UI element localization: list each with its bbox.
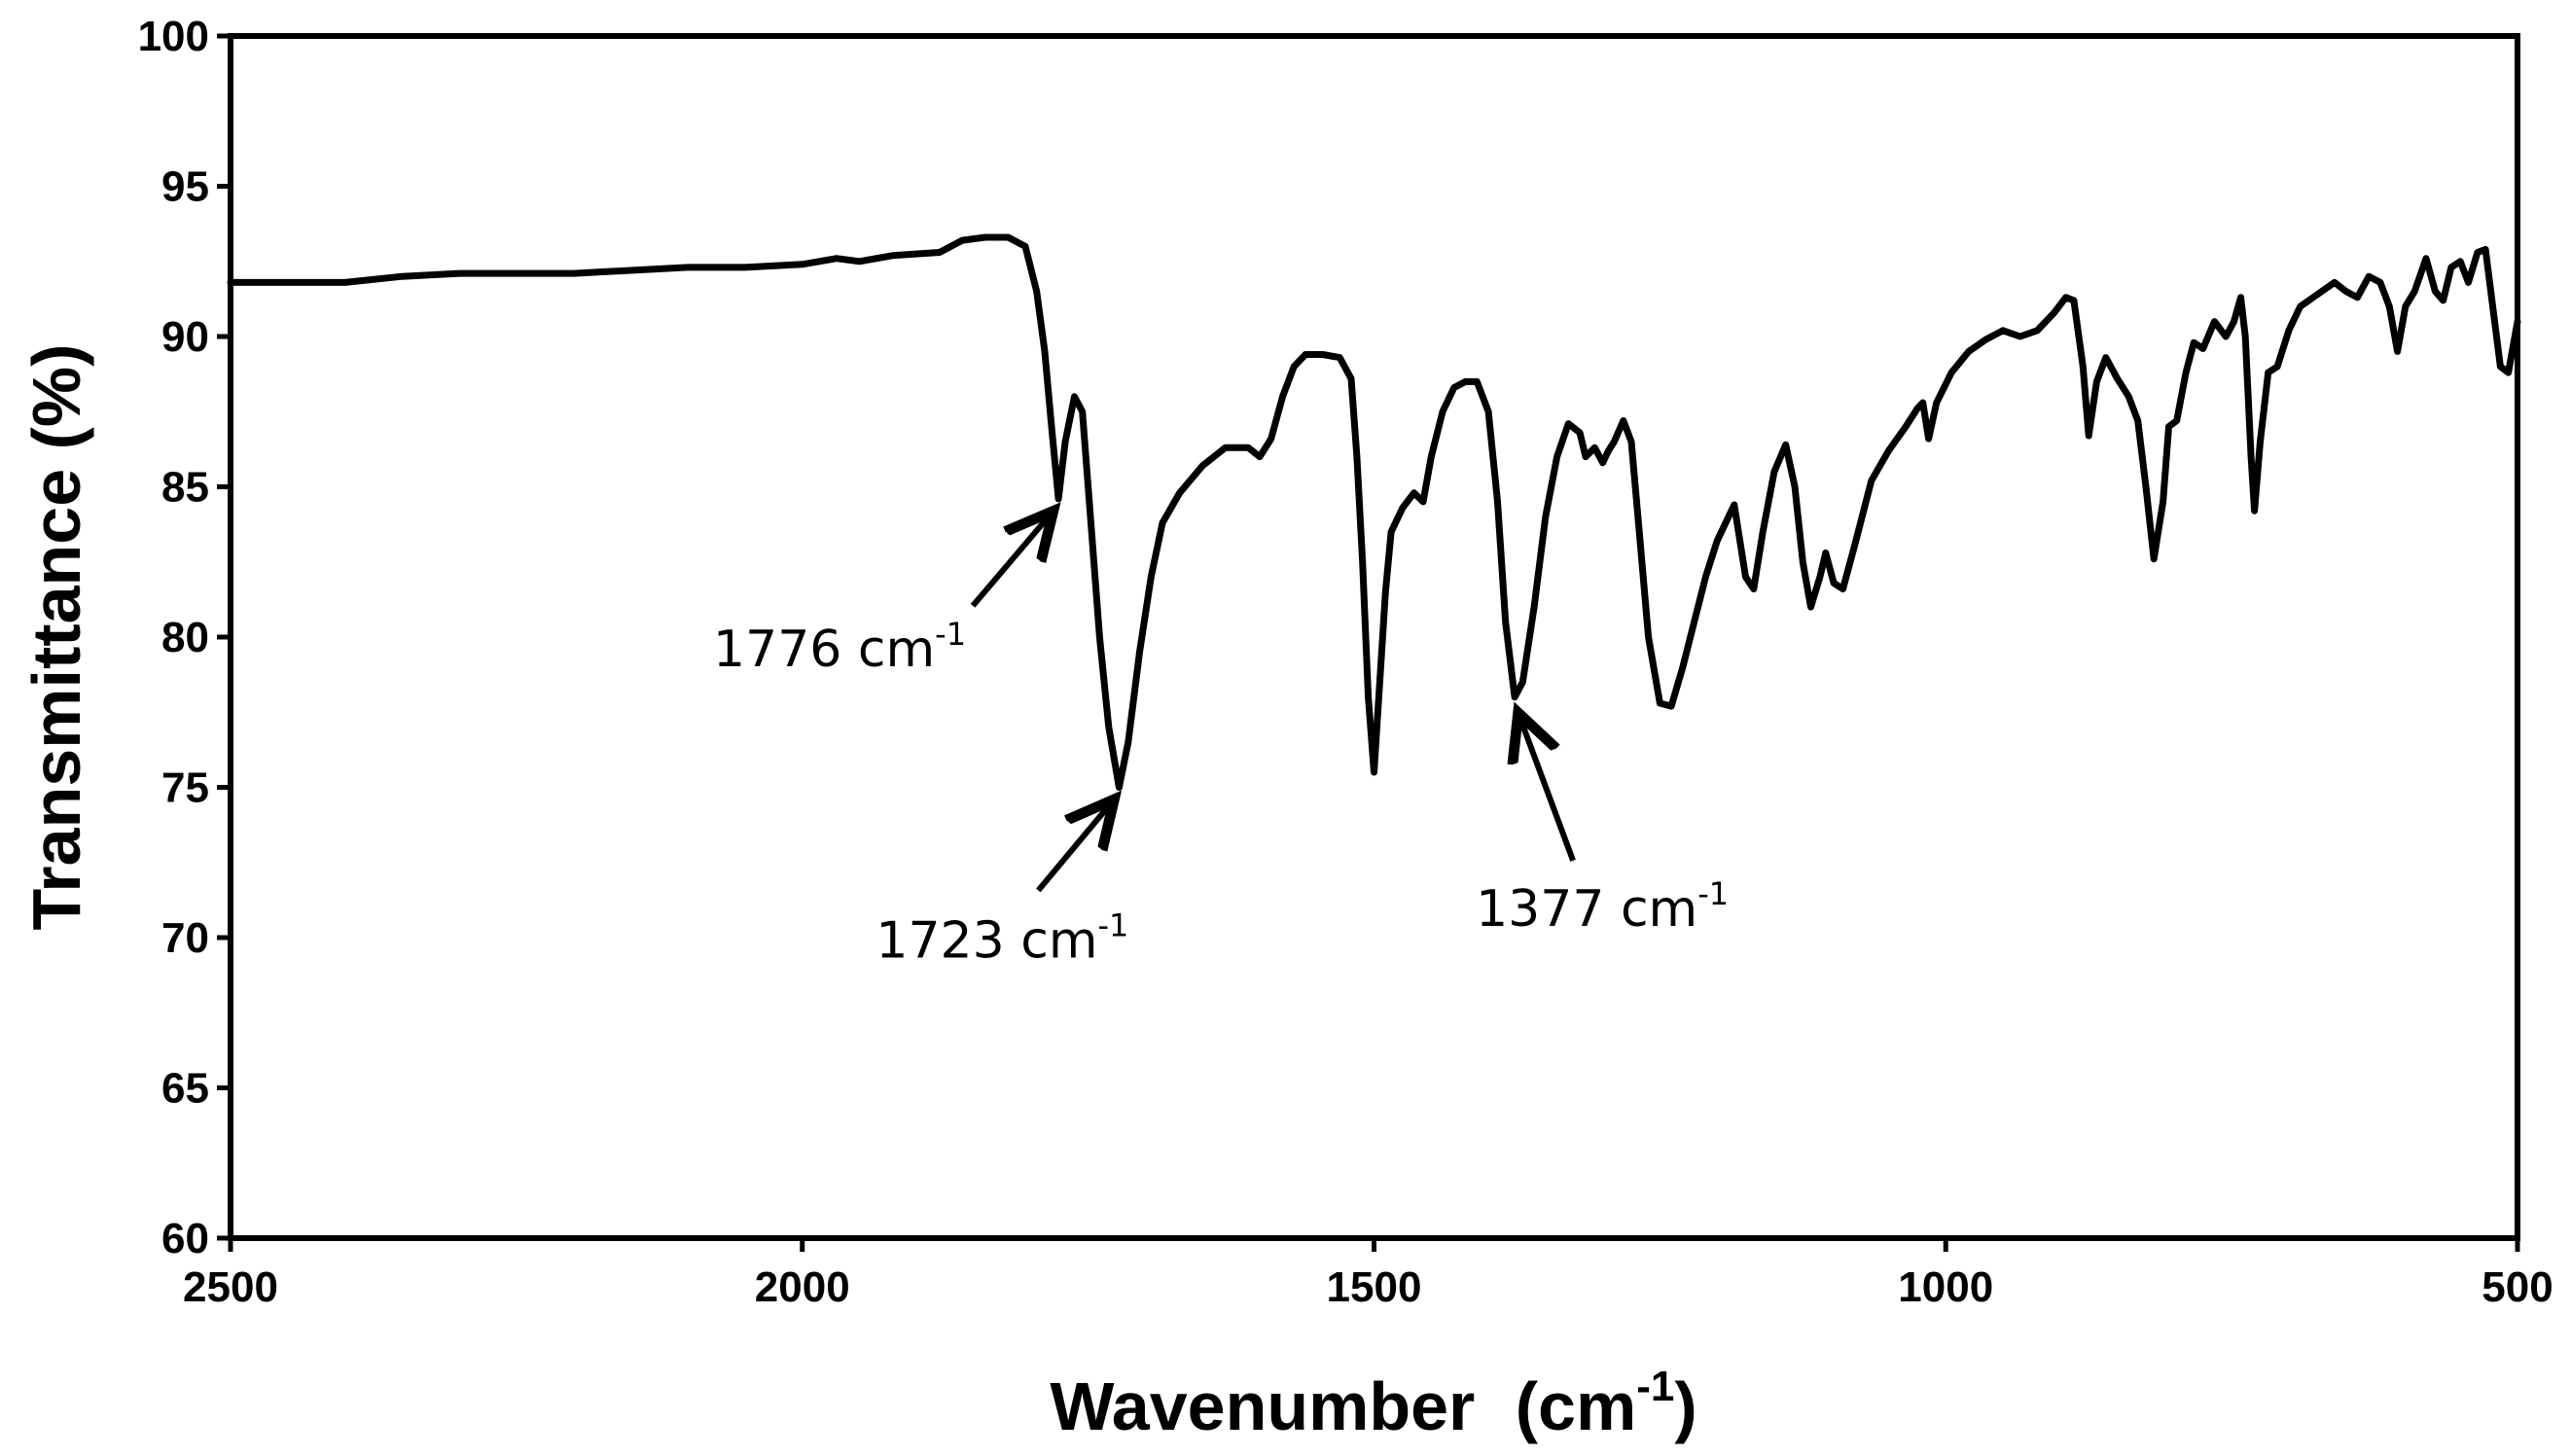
x-axis-title-unit-sup: -1 (1636, 1363, 1674, 1410)
y-tick-label: 100 (138, 13, 209, 60)
y-tick-label: 60 (161, 1215, 209, 1262)
annotation-text: 1377 cm (1476, 880, 1697, 939)
y-tick-label: 70 (161, 914, 209, 962)
annotation-label: 1377 cm-1 (1476, 875, 1729, 939)
annotation-label: 1776 cm-1 (713, 616, 966, 679)
y-tick-label: 65 (161, 1065, 209, 1113)
x-tick-label: 1000 (1898, 1263, 1993, 1311)
y-tick-label: 85 (161, 464, 209, 512)
annotation-sup: -1 (1697, 875, 1729, 912)
y-tick-label: 90 (161, 313, 209, 361)
y-tick-label: 75 (161, 764, 209, 812)
x-tick-label: 1500 (1327, 1263, 1422, 1311)
y-axis-title: Transmittance (%) (18, 344, 94, 931)
spectrum-line (227, 233, 2521, 791)
annotation-text: 1776 cm (713, 621, 935, 679)
annotation-sup: -1 (1097, 907, 1128, 944)
x-tick-label: 500 (2482, 1263, 2553, 1311)
annotation-sup: -1 (935, 616, 966, 653)
annotation-arrow (1036, 799, 1114, 893)
annotation-arrow (970, 511, 1053, 608)
annotation-text: 1723 cm (875, 912, 1097, 971)
y-axis-ticks: 60 65 70 75 80 85 90 95 100 (138, 13, 231, 1262)
x-axis-ticks: 2500 2000 1500 1000 500 (183, 1238, 2553, 1311)
annotation-arrow (1518, 713, 1576, 862)
x-axis-title-unit: (cm (1516, 1368, 1636, 1444)
x-axis-title: Wavenumber (cm-1) (1050, 1363, 1696, 1444)
plot-area (228, 33, 2520, 1241)
x-axis-title-unit-close: ) (1674, 1368, 1696, 1444)
x-tick-label: 2000 (755, 1263, 850, 1311)
y-tick-label: 95 (161, 163, 209, 211)
x-tick-label: 2500 (183, 1263, 278, 1311)
y-tick-label: 80 (161, 614, 209, 661)
annotation-label: 1723 cm-1 (875, 907, 1128, 971)
x-axis-title-main: Wavenumber (1050, 1368, 1475, 1444)
